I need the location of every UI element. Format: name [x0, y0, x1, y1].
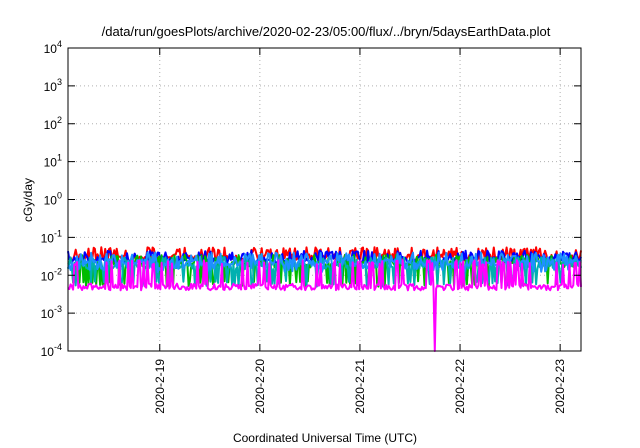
series-line: [67, 251, 582, 274]
series-layer: [67, 246, 582, 352]
x-tick-label: 2020-2-22: [453, 359, 467, 414]
x-tick-label: 2020-2-21: [353, 359, 367, 414]
x-axis-label: Coordinated Universal Time (UTC): [233, 431, 417, 445]
y-tick-label: 10-2: [41, 266, 62, 283]
y-tick-label: 104: [44, 39, 62, 56]
x-tick-label: 2020-2-19: [153, 359, 167, 414]
y-tick-label: 102: [44, 115, 62, 132]
y-tick-label: 10-4: [41, 342, 62, 359]
y-tick-label: 10-3: [41, 304, 62, 321]
y-axis: 10-4 10-3 10-2 10-1 100 101 102 103 104: [41, 39, 581, 359]
grid: [68, 48, 581, 351]
x-tick-label: 2020-2-23: [553, 359, 567, 414]
x-tick-label: 2020-2-20: [253, 359, 267, 414]
y-tick-label: 103: [44, 77, 62, 94]
y-axis-label: cGy/day: [21, 178, 35, 222]
y-tick-label: 10-1: [41, 228, 62, 245]
y-tick-label: 101: [44, 153, 62, 170]
x-axis: 2020-2-19 2020-2-20 2020-2-21 2020-2-22 2020…: [153, 48, 567, 414]
series-line: [67, 259, 582, 352]
y-tick-label: 100: [44, 191, 62, 208]
chart-title: /data/run/goesPlots/archive/2020-02-23/0…: [102, 24, 551, 39]
